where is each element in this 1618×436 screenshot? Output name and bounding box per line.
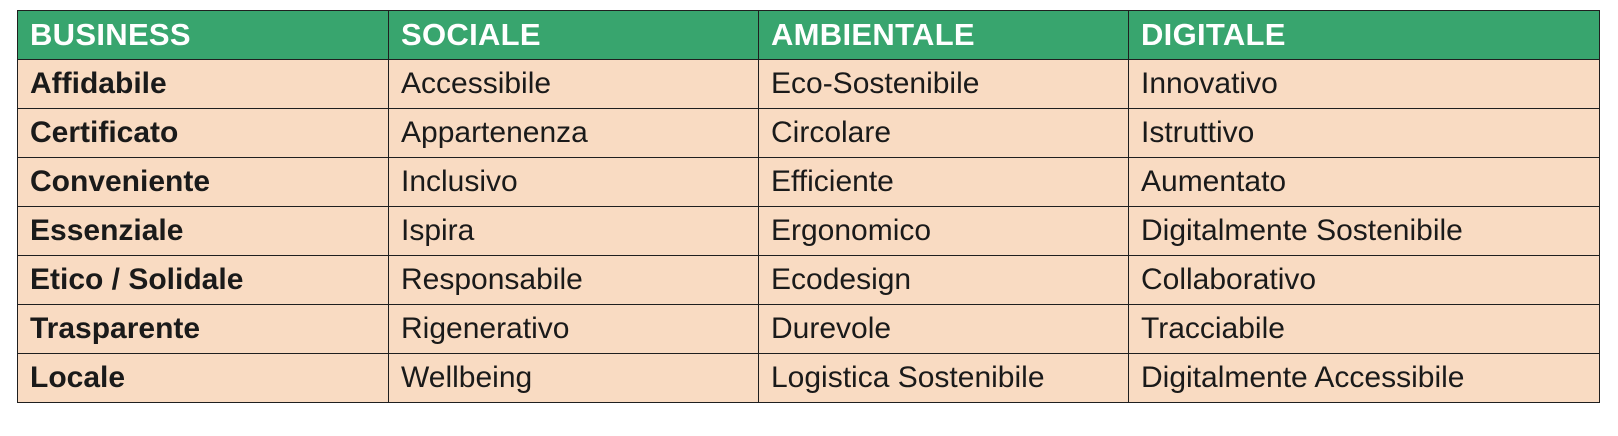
cell-sociale: Responsabile <box>388 255 759 305</box>
cell-digitale: Digitalmente Sostenibile <box>1128 206 1600 256</box>
header-row: BUSINESS SOCIALE AMBIENTALE DIGITALE <box>17 10 1600 60</box>
cell-sociale: Wellbeing <box>388 353 759 403</box>
cell-digitale: Collaborativo <box>1128 255 1600 305</box>
cell-business: Affidabile <box>17 59 389 109</box>
table-header: BUSINESS SOCIALE AMBIENTALE DIGITALE <box>17 10 1600 60</box>
cell-business: Trasparente <box>17 304 389 354</box>
cell-sociale: Ispira <box>388 206 759 256</box>
table-row: Affidabile Accessibile Eco-Sostenibile I… <box>17 59 1600 109</box>
cell-digitale: Digitalmente Accessibile <box>1128 353 1600 403</box>
values-table-container: BUSINESS SOCIALE AMBIENTALE DIGITALE Aff… <box>17 10 1600 403</box>
table-row: Locale Wellbeing Logistica Sostenibile D… <box>17 353 1600 403</box>
table-row: Conveniente Inclusivo Efficiente Aumenta… <box>17 157 1600 207</box>
cell-ambientale: Efficiente <box>758 157 1129 207</box>
table-row: Certificato Appartenenza Circolare Istru… <box>17 108 1600 158</box>
cell-sociale: Inclusivo <box>388 157 759 207</box>
cell-digitale: Innovativo <box>1128 59 1600 109</box>
cell-ambientale: Logistica Sostenibile <box>758 353 1129 403</box>
cell-business: Certificato <box>17 108 389 158</box>
cell-ambientale: Eco-Sostenibile <box>758 59 1129 109</box>
cell-business: Essenziale <box>17 206 389 256</box>
cell-ambientale: Circolare <box>758 108 1129 158</box>
cell-business: Locale <box>17 353 389 403</box>
values-table: BUSINESS SOCIALE AMBIENTALE DIGITALE Aff… <box>17 10 1600 403</box>
header-digitale: DIGITALE <box>1128 10 1600 60</box>
header-sociale: SOCIALE <box>388 10 759 60</box>
cell-sociale: Accessibile <box>388 59 759 109</box>
cell-digitale: Istruttivo <box>1128 108 1600 158</box>
table-row: Essenziale Ispira Ergonomico Digitalment… <box>17 206 1600 256</box>
cell-ambientale: Ergonomico <box>758 206 1129 256</box>
cell-ambientale: Durevole <box>758 304 1129 354</box>
table-body: Affidabile Accessibile Eco-Sostenibile I… <box>17 59 1600 403</box>
table-row: Trasparente Rigenerativo Durevole Tracci… <box>17 304 1600 354</box>
header-ambientale: AMBIENTALE <box>758 10 1129 60</box>
header-business: BUSINESS <box>17 10 389 60</box>
cell-digitale: Aumentato <box>1128 157 1600 207</box>
cell-business: Etico / Solidale <box>17 255 389 305</box>
cell-sociale: Rigenerativo <box>388 304 759 354</box>
cell-digitale: Tracciabile <box>1128 304 1600 354</box>
table-row: Etico / Solidale Responsabile Ecodesign … <box>17 255 1600 305</box>
cell-sociale: Appartenenza <box>388 108 759 158</box>
cell-ambientale: Ecodesign <box>758 255 1129 305</box>
cell-business: Conveniente <box>17 157 389 207</box>
